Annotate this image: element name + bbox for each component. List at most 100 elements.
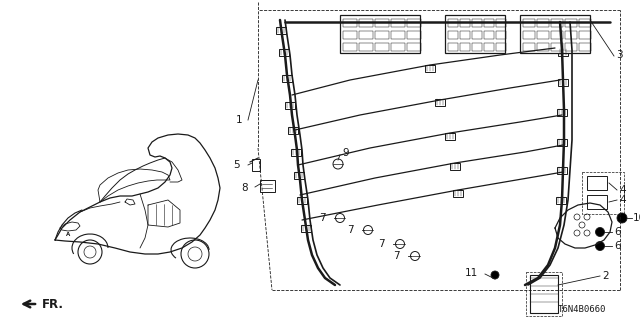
Circle shape bbox=[333, 159, 343, 169]
Bar bbox=[435, 99, 445, 106]
Text: FR.: FR. bbox=[42, 298, 64, 310]
Bar bbox=[582, 172, 624, 214]
Bar bbox=[453, 190, 463, 197]
Bar bbox=[565, 43, 577, 51]
Bar bbox=[425, 65, 435, 72]
Bar bbox=[359, 43, 373, 51]
Bar bbox=[530, 275, 558, 313]
Bar bbox=[375, 43, 389, 51]
Bar bbox=[460, 19, 470, 27]
Bar bbox=[288, 127, 298, 134]
Bar bbox=[496, 43, 506, 51]
Text: 7: 7 bbox=[378, 239, 385, 249]
Bar bbox=[282, 75, 292, 82]
Bar bbox=[557, 167, 567, 174]
Bar bbox=[448, 19, 458, 27]
Bar bbox=[276, 27, 286, 34]
Bar bbox=[587, 176, 607, 190]
Text: 8: 8 bbox=[241, 183, 248, 193]
Bar bbox=[551, 43, 563, 51]
Text: 3: 3 bbox=[616, 50, 623, 60]
Bar bbox=[565, 31, 577, 39]
Circle shape bbox=[595, 228, 605, 236]
Bar bbox=[445, 133, 455, 140]
Bar bbox=[496, 19, 506, 27]
Text: 10: 10 bbox=[633, 213, 640, 223]
Bar bbox=[523, 19, 535, 27]
Bar bbox=[391, 43, 405, 51]
Bar bbox=[294, 172, 304, 179]
Bar bbox=[520, 15, 590, 53]
Bar bbox=[407, 31, 421, 39]
Bar bbox=[391, 31, 405, 39]
Bar bbox=[340, 15, 420, 53]
Text: 4: 4 bbox=[619, 185, 626, 195]
Bar bbox=[558, 49, 568, 56]
Text: 11: 11 bbox=[465, 268, 478, 278]
Bar bbox=[587, 195, 607, 209]
Bar bbox=[579, 43, 591, 51]
Bar bbox=[558, 79, 568, 86]
Bar bbox=[359, 19, 373, 27]
Circle shape bbox=[335, 213, 344, 222]
Bar bbox=[407, 43, 421, 51]
Bar bbox=[557, 139, 567, 146]
Bar bbox=[460, 43, 470, 51]
Bar bbox=[343, 31, 357, 39]
Bar bbox=[279, 49, 289, 56]
Bar bbox=[472, 19, 482, 27]
Text: T6N4B0660: T6N4B0660 bbox=[558, 305, 606, 314]
Text: 6: 6 bbox=[614, 227, 621, 237]
Bar bbox=[472, 31, 482, 39]
Bar bbox=[551, 31, 563, 39]
Text: 1: 1 bbox=[236, 115, 242, 125]
Bar bbox=[343, 43, 357, 51]
Bar bbox=[407, 19, 421, 27]
Text: 6: 6 bbox=[614, 241, 621, 251]
Bar bbox=[359, 31, 373, 39]
Text: 2: 2 bbox=[602, 271, 609, 281]
Circle shape bbox=[617, 213, 627, 223]
Bar bbox=[484, 43, 494, 51]
Bar bbox=[472, 43, 482, 51]
Text: 7: 7 bbox=[348, 225, 354, 235]
Bar bbox=[484, 31, 494, 39]
Circle shape bbox=[410, 252, 419, 260]
Circle shape bbox=[364, 226, 372, 235]
Bar bbox=[252, 159, 260, 171]
Bar bbox=[496, 31, 506, 39]
Text: 4: 4 bbox=[619, 195, 626, 205]
Bar bbox=[537, 19, 549, 27]
Bar bbox=[445, 15, 505, 53]
Circle shape bbox=[595, 242, 605, 251]
Text: 7: 7 bbox=[319, 213, 326, 223]
Bar bbox=[391, 19, 405, 27]
Circle shape bbox=[491, 271, 499, 279]
Bar bbox=[565, 19, 577, 27]
Bar bbox=[556, 197, 566, 204]
Bar bbox=[484, 19, 494, 27]
Bar bbox=[448, 43, 458, 51]
Bar bbox=[375, 31, 389, 39]
Bar bbox=[579, 19, 591, 27]
Bar bbox=[297, 197, 307, 204]
Bar bbox=[579, 31, 591, 39]
Text: 9: 9 bbox=[342, 148, 349, 158]
Bar bbox=[460, 31, 470, 39]
Bar bbox=[260, 180, 275, 192]
Bar bbox=[291, 149, 301, 156]
Bar bbox=[450, 163, 460, 170]
Circle shape bbox=[396, 239, 404, 249]
Bar bbox=[523, 31, 535, 39]
Bar bbox=[537, 31, 549, 39]
Text: 5: 5 bbox=[234, 160, 240, 170]
Bar bbox=[301, 225, 311, 232]
Text: A: A bbox=[66, 231, 70, 236]
Bar bbox=[551, 19, 563, 27]
Text: 7: 7 bbox=[394, 251, 400, 261]
Bar bbox=[285, 102, 295, 109]
Bar bbox=[523, 43, 535, 51]
Bar bbox=[526, 272, 562, 316]
Bar bbox=[557, 109, 567, 116]
Bar bbox=[375, 19, 389, 27]
